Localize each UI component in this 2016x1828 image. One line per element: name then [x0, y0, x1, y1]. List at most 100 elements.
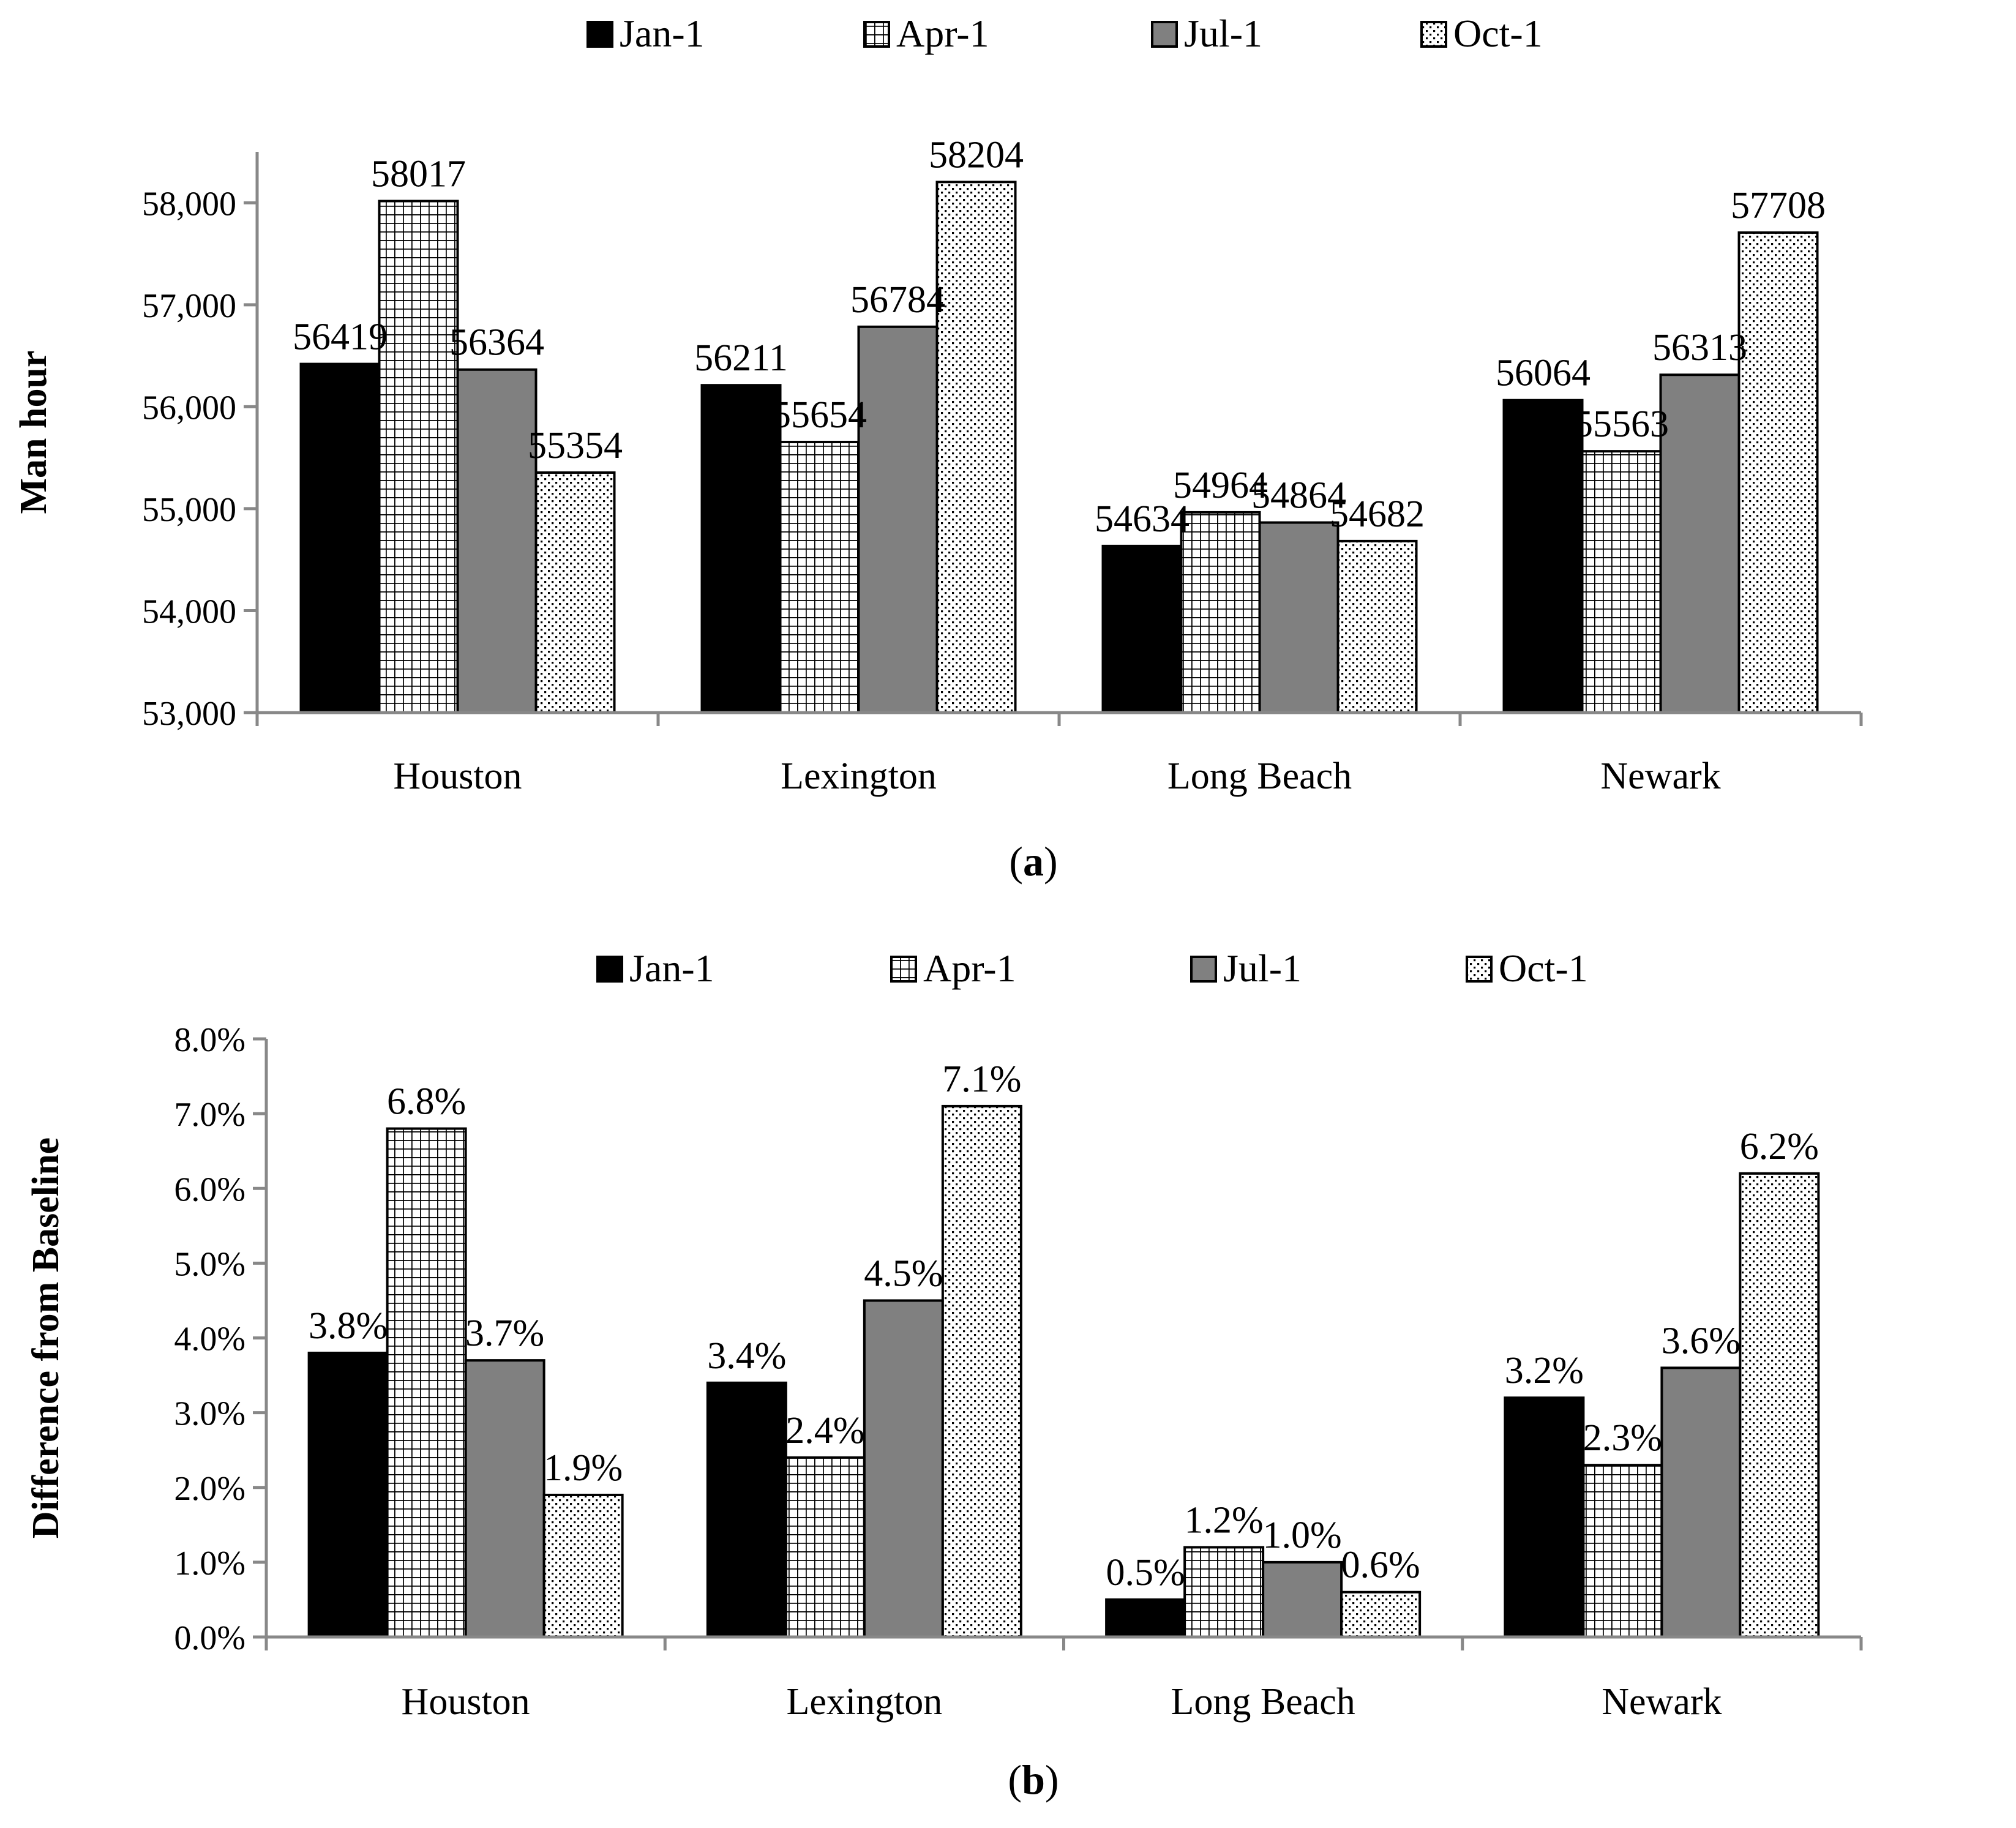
data-label-lexington-apr-1: 55654 [772, 394, 867, 436]
bar-long-beach-jul-1 [1258, 521, 1340, 714]
y-tick-label: 6.0% [174, 1171, 245, 1208]
bar-newark-jul-1 [1659, 373, 1741, 714]
data-label-lexington-oct-1: 7.1% [942, 1058, 1021, 1100]
legend-label-apr-1: Apr-1 [896, 12, 989, 55]
legend-label-jul-1: Jul-1 [1223, 946, 1302, 990]
chart-panel-a: 53,000 54,000 55,000 56,000 57,000 58,000 Man … [13, 12, 1863, 797]
legend-swatch-jul-1 [1190, 956, 1217, 983]
data-label-houston-jan-1: 3.8% [309, 1305, 388, 1347]
data-label-houston-apr-1: 58017 [371, 153, 466, 195]
bar-long-beach-oct-1 [1340, 1590, 1422, 1639]
bar-newark-oct-1 [1739, 1172, 1820, 1638]
data-label-houston-jul-1: 3.7% [465, 1313, 544, 1354]
legend-label-jan-1: Jan-1 [629, 946, 714, 990]
legend: Jan-1 Apr-1 Jul-1 Oct-1 [586, 12, 1543, 55]
y-tick-label: 2.0% [174, 1470, 245, 1508]
y-axis-title: Difference from Baseline [25, 1137, 67, 1538]
data-label-houston-jul-1: 56364 [449, 322, 544, 364]
bar-houston-jan-1 [307, 1351, 389, 1639]
data-label-long-beach-oct-1: 0.6% [1341, 1545, 1420, 1586]
bar-long-beach-jul-1 [1262, 1560, 1343, 1638]
bar-long-beach-apr-1 [1183, 1546, 1265, 1638]
data-label-long-beach-jan-1: 0.5% [1106, 1552, 1185, 1594]
y-tick-label: 7.0% [174, 1096, 245, 1134]
x-category-label-newark: Newark [1600, 755, 1720, 797]
legend-label-oct-1: Oct-1 [1453, 12, 1543, 55]
y-tick-label: 58,000 [142, 185, 236, 223]
bar-long-beach-jan-1 [1101, 544, 1183, 714]
data-label-newark-jul-1: 56313 [1652, 327, 1747, 369]
data-label-long-beach-apr-1: 54964 [1173, 465, 1268, 506]
legend-label-oct-1: Oct-1 [1499, 946, 1588, 990]
caption-b: (b) [1008, 1756, 1059, 1803]
bar-long-beach-apr-1 [1180, 511, 1261, 714]
bar-newark-jan-1 [1502, 399, 1584, 714]
data-label-lexington-jan-1: 56211 [694, 337, 788, 379]
x-category-label-houston: Houston [393, 755, 522, 797]
y-tick-label: 56,000 [142, 389, 236, 427]
legend: Jan-1 Apr-1 Jul-1 Oct-1 [596, 946, 1588, 990]
y-tick-label: 55,000 [142, 491, 236, 529]
data-label-long-beach-jul-1: 1.0% [1263, 1515, 1342, 1556]
y-axis-title: Man hour [13, 351, 54, 514]
y-tick-label: 4.0% [174, 1320, 245, 1358]
data-label-newark-apr-1: 55563 [1574, 403, 1669, 445]
y-tick-label: 5.0% [174, 1245, 245, 1283]
bar-lexington-oct-1 [941, 1104, 1022, 1638]
legend-swatch-apr-1 [890, 956, 917, 983]
chart-panel-b: 0.0% 1.0% 2.0% 3.0% 4.0% 5.0% 6.0% 7.0% 8.0% Diff… [25, 946, 1863, 1723]
x-category-label-lexington: Lexington [781, 755, 937, 797]
legend-swatch-jan-1 [596, 956, 623, 983]
bar-lexington-apr-1 [779, 440, 860, 714]
y-tick-label: 0.0% [174, 1619, 245, 1657]
bar-houston-jul-1 [456, 368, 538, 714]
caption-a: (a) [1009, 838, 1057, 885]
data-label-newark-oct-1: 6.2% [1740, 1126, 1819, 1167]
bar-lexington-apr-1 [784, 1456, 866, 1638]
data-label-lexington-jul-1: 56784 [850, 279, 945, 321]
legend-swatch-jan-1 [586, 21, 613, 48]
y-tick-label: 3.0% [174, 1395, 245, 1433]
legend-swatch-oct-1 [1466, 956, 1493, 983]
bar-long-beach-jan-1 [1105, 1598, 1186, 1638]
data-label-lexington-jul-1: 4.5% [864, 1253, 943, 1294]
data-label-houston-oct-1: 1.9% [544, 1447, 623, 1489]
data-label-long-beach-oct-1: 54682 [1330, 493, 1425, 535]
x-category-label-long-beach: Long Beach [1167, 755, 1352, 797]
bar-houston-apr-1 [378, 200, 459, 714]
data-label-houston-apr-1: 6.8% [387, 1081, 466, 1123]
data-label-lexington-apr-1: 2.4% [785, 1410, 864, 1452]
bar-newark-jan-1 [1504, 1396, 1585, 1638]
y-tick-label: 53,000 [142, 695, 236, 733]
y-tick-label: 8.0% [174, 1021, 245, 1059]
legend-label-jul-1: Jul-1 [1184, 12, 1262, 55]
legend-label-apr-1: Apr-1 [923, 946, 1016, 990]
bar-newark-jul-1 [1660, 1366, 1742, 1639]
y-tick-label: 54,000 [142, 593, 236, 631]
data-label-long-beach-apr-1: 1.2% [1185, 1499, 1264, 1541]
data-label-lexington-jan-1: 3.4% [707, 1335, 786, 1377]
bar-newark-oct-1 [1737, 231, 1819, 714]
bar-lexington-jul-1 [857, 325, 939, 714]
data-label-lexington-oct-1: 58204 [929, 134, 1024, 176]
bar-lexington-jan-1 [700, 384, 782, 714]
legend-swatch-apr-1 [863, 21, 890, 48]
data-label-newark-oct-1: 57708 [1731, 185, 1826, 227]
legend-swatch-jul-1 [1151, 21, 1178, 48]
data-label-newark-jan-1: 56064 [1496, 353, 1591, 394]
bar-lexington-jul-1 [863, 1299, 944, 1638]
x-category-label-long-beach: Long Beach [1171, 1681, 1355, 1723]
data-label-newark-apr-1: 2.3% [1583, 1417, 1662, 1459]
x-category-label-lexington: Lexington [786, 1681, 942, 1723]
data-label-long-beach-jul-1: 54864 [1251, 475, 1346, 517]
data-label-houston-jan-1: 56419 [293, 317, 388, 358]
data-label-long-beach-jan-1: 54634 [1095, 498, 1190, 540]
legend-label-jan-1: Jan-1 [620, 12, 705, 55]
x-category-label-houston: Houston [402, 1681, 530, 1723]
bar-houston-apr-1 [386, 1127, 467, 1639]
bar-houston-jan-1 [299, 362, 381, 714]
y-tick-label: 57,000 [142, 287, 236, 325]
bar-lexington-oct-1 [935, 181, 1017, 714]
bar-houston-oct-1 [534, 471, 616, 714]
